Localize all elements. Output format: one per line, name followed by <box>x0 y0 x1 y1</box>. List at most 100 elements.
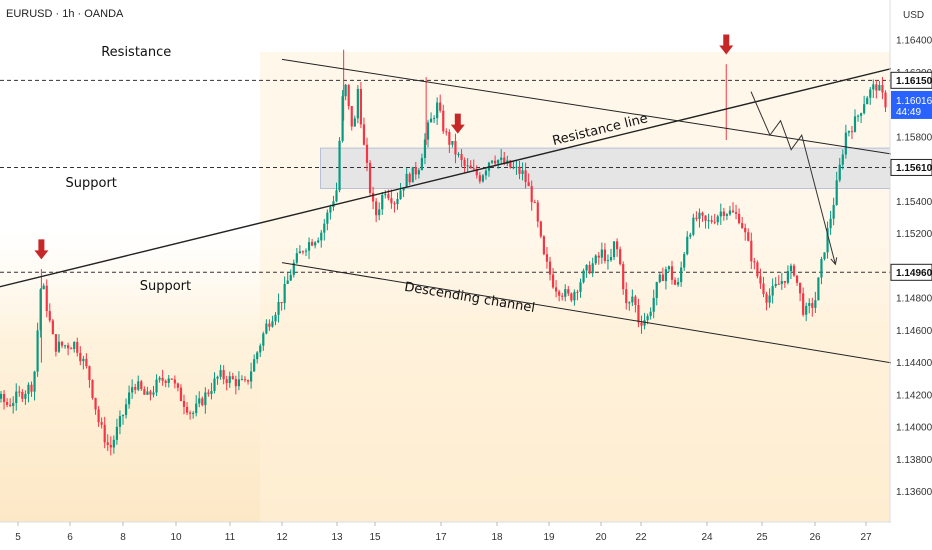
candle-body <box>387 194 390 199</box>
current-price-countdown: 44:49 <box>896 107 921 118</box>
candle-body <box>738 213 741 224</box>
candle-body <box>292 262 295 275</box>
level-label: 1.16150 <box>896 76 932 87</box>
y-tick-label: 1.13800 <box>896 455 932 466</box>
candle-body <box>515 166 518 168</box>
candle-body <box>881 85 884 93</box>
candle-body <box>170 378 173 380</box>
candle-body <box>606 260 610 262</box>
x-tick-label: 10 <box>170 532 182 543</box>
candle-body <box>753 261 756 263</box>
candle-body <box>51 320 54 335</box>
candle-body <box>780 280 783 285</box>
candle-body <box>673 279 677 285</box>
candle-body <box>344 84 347 97</box>
trend-line <box>281 58 932 161</box>
candle-body <box>826 228 829 253</box>
candle-body <box>329 206 332 213</box>
candle-body <box>439 102 442 111</box>
candle-body <box>222 370 225 380</box>
candle-body <box>192 413 195 415</box>
candle-body <box>765 294 768 303</box>
candle-body <box>445 131 448 133</box>
candle-body <box>118 416 122 427</box>
projection-arrowhead <box>830 257 838 266</box>
x-tick-label: 19 <box>543 532 555 543</box>
candle-body <box>128 392 131 405</box>
candle-body <box>70 348 73 350</box>
candle-body <box>21 391 24 399</box>
candle-body <box>582 270 585 283</box>
candle-body <box>622 264 625 290</box>
candle-body <box>201 398 204 406</box>
candle-body <box>731 210 735 213</box>
candle-body <box>884 92 887 108</box>
candle-body <box>317 240 320 243</box>
candle-body <box>875 84 878 91</box>
candle-body <box>97 409 100 423</box>
candle-body <box>820 258 823 278</box>
candle-body <box>106 442 109 445</box>
candle-body <box>814 300 817 308</box>
candle-body <box>521 170 524 174</box>
candle-body <box>311 242 314 246</box>
trend-line <box>0 57 932 288</box>
candle-body <box>478 175 481 182</box>
candle-body <box>265 323 268 334</box>
candle-body <box>301 251 305 253</box>
candle-body <box>259 345 262 353</box>
candle-body <box>195 403 198 414</box>
candle-body <box>704 215 707 221</box>
candle-body <box>286 280 289 284</box>
candle-body <box>0 393 3 399</box>
y-tick-label: 1.16400 <box>896 36 932 47</box>
symbol-title: EURUSD · 1h · OANDA <box>6 8 124 20</box>
candle-body <box>829 218 832 229</box>
candle-body <box>500 157 503 160</box>
candle-body <box>734 212 738 214</box>
candle-body <box>359 88 362 125</box>
candle-body <box>594 255 597 264</box>
candle-body <box>545 254 549 262</box>
candle-body <box>664 269 667 282</box>
x-axis-panel[interactable] <box>0 523 932 550</box>
candle-body <box>63 345 67 347</box>
trend-line <box>281 262 932 371</box>
candle-body <box>573 291 576 301</box>
candle-body <box>701 212 704 216</box>
candle-body <box>240 379 244 381</box>
candle-body <box>454 141 457 155</box>
candle-body <box>399 190 402 199</box>
candle-body <box>536 202 539 222</box>
candle-body <box>805 305 808 315</box>
candle-body <box>179 387 183 402</box>
candle-body <box>692 217 695 235</box>
candle-body <box>332 201 335 207</box>
candle-body <box>356 88 359 119</box>
candle-body <box>27 384 30 394</box>
candle-body <box>472 168 475 170</box>
candle-body <box>646 315 649 321</box>
candle-body <box>762 283 765 295</box>
candle-body <box>423 139 427 159</box>
x-tick-label: 8 <box>120 532 126 543</box>
candle-body <box>146 391 149 395</box>
annotation-label: Resistance <box>101 45 171 60</box>
candle-body <box>326 212 329 224</box>
candle-body <box>115 426 118 440</box>
candle-body <box>670 266 674 280</box>
x-tick-label: 22 <box>635 532 647 543</box>
candle-body <box>362 124 366 145</box>
candle-body <box>628 302 631 304</box>
annotation-label: Support <box>140 279 191 294</box>
candle-body <box>564 289 567 297</box>
candle-body <box>243 379 247 381</box>
candle-body <box>414 167 417 175</box>
candle-body <box>759 276 762 284</box>
candle-body <box>850 131 854 133</box>
candle-body <box>643 320 646 326</box>
candle-body <box>2 393 6 403</box>
candle-body <box>335 190 338 202</box>
candle-body <box>189 412 192 414</box>
